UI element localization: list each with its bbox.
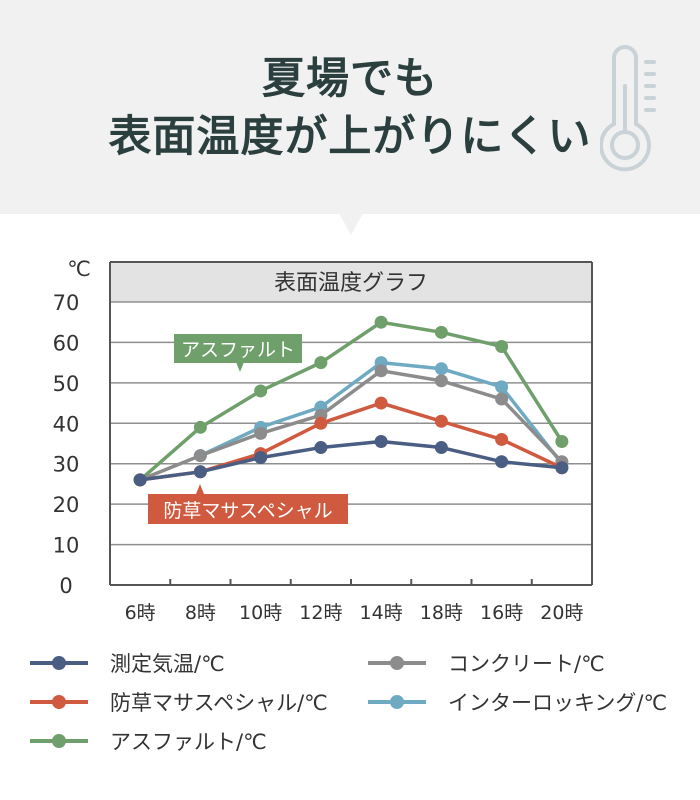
series-3-point-5 [495, 380, 509, 394]
series-line-0 [139, 439, 563, 482]
y-tick-label-2: 20 [53, 493, 80, 517]
series-4-point-5 [434, 325, 448, 339]
annotation-asphalt-pointer [236, 362, 244, 372]
series-1-point-1 [193, 449, 207, 463]
headline-line-1: 夏場でも [262, 54, 438, 104]
legend-label-asphalt: アスファルト/℃ [110, 730, 267, 754]
header-pointer [339, 213, 363, 235]
headline-line-2: 表面温度が上がりにくい [108, 112, 592, 162]
legend-label-bousou-masa: 防草マサスペシャル/℃ [110, 691, 328, 715]
x-tick-label-0: 6時 [125, 602, 156, 624]
y-tick-label-4: 40 [53, 412, 80, 436]
series-line-4 [138, 320, 564, 482]
series-2-point-6 [495, 432, 509, 446]
legend-item-measured-temp: 測定気温/℃ [30, 648, 225, 678]
x-tick-label-6: 16時 [480, 602, 523, 624]
series-0-point-4 [374, 434, 388, 448]
x-tick-label-4: 14時 [360, 602, 403, 624]
line-chart: 表面温度グラフ 0 10 20 30 40 50 60 70 ℃ 6時 8時 10時 12時 14時 18時 1… [53, 257, 593, 624]
legend-item-concrete: コンクリート/℃ [368, 648, 605, 678]
y-tick-label-6: 60 [53, 331, 80, 355]
series-4-point-3 [314, 356, 328, 370]
legend-item-bousou-masa: 防草マサスペシャル/℃ [30, 687, 328, 717]
series-4-point-6 [495, 339, 509, 353]
legend-item-interlocking: インターロッキング/℃ [368, 687, 667, 717]
series-0-point-6 [495, 455, 509, 469]
annotation-bousou-box [148, 494, 348, 524]
series-2-point-5 [434, 414, 448, 428]
legend-label-interlocking: インターロッキング/℃ [448, 691, 668, 715]
annotation-asphalt-box [174, 334, 302, 363]
legend-item-asphalt: アスファルト/℃ [30, 726, 267, 756]
x-tick-label-1: 8時 [185, 602, 216, 624]
y-unit-label: ℃ [67, 257, 91, 281]
legend-swatch-bousou-masa [30, 695, 88, 709]
legend-label-concrete: コンクリート/℃ [448, 652, 605, 676]
y-tick-label-5: 50 [53, 372, 80, 396]
series-1-point-5 [434, 374, 448, 388]
series-4-point-4 [374, 315, 388, 329]
series-0-point-5 [434, 441, 448, 455]
series-4-point-1 [193, 420, 207, 434]
annotation-bousou-pointer [196, 484, 204, 494]
y-tick-label-1: 10 [53, 534, 80, 558]
series-line-1 [139, 368, 564, 482]
legend-swatch-concrete [368, 656, 426, 670]
x-tick-label-7: 20時 [540, 602, 583, 624]
x-tick-label-3: 12時 [299, 602, 342, 624]
legend-swatch-asphalt [30, 734, 88, 748]
legend-swatch-interlocking [368, 695, 426, 709]
header-band [0, 0, 700, 214]
y-tick-label-7: 70 [53, 291, 80, 315]
series-0-point-1 [193, 465, 207, 479]
y-tick-label-0: 0 [59, 574, 72, 598]
series-0-point-7 [555, 461, 569, 475]
series-0-point-0 [133, 473, 147, 487]
chart-title-band [110, 262, 592, 302]
series-2-point-4 [374, 396, 388, 410]
series-0-point-2 [254, 451, 268, 465]
chart-title: 表面温度グラフ [274, 271, 428, 296]
x-tick-label-5: 18時 [420, 602, 463, 624]
series-1-point-2 [254, 426, 268, 440]
legend-swatch-measured-temp [30, 656, 88, 670]
series-1-point-6 [495, 392, 509, 406]
series-1-point-4 [374, 364, 388, 378]
series-4-point-2 [254, 384, 268, 398]
thermometer-icon [600, 45, 656, 172]
series-2-point-3 [314, 416, 328, 430]
annotation-bousou-label: 防草マサスペシャル [163, 500, 332, 522]
series-0-point-3 [314, 441, 328, 455]
annotation-asphalt-label: アスファルト [181, 339, 295, 361]
x-tick-label-2: 10時 [239, 602, 282, 624]
legend-label-measured-temp: 測定気温/℃ [110, 652, 225, 676]
series-3-point-4 [434, 362, 448, 376]
y-tick-label-3: 30 [53, 453, 80, 477]
series-4-point-7 [555, 434, 569, 448]
